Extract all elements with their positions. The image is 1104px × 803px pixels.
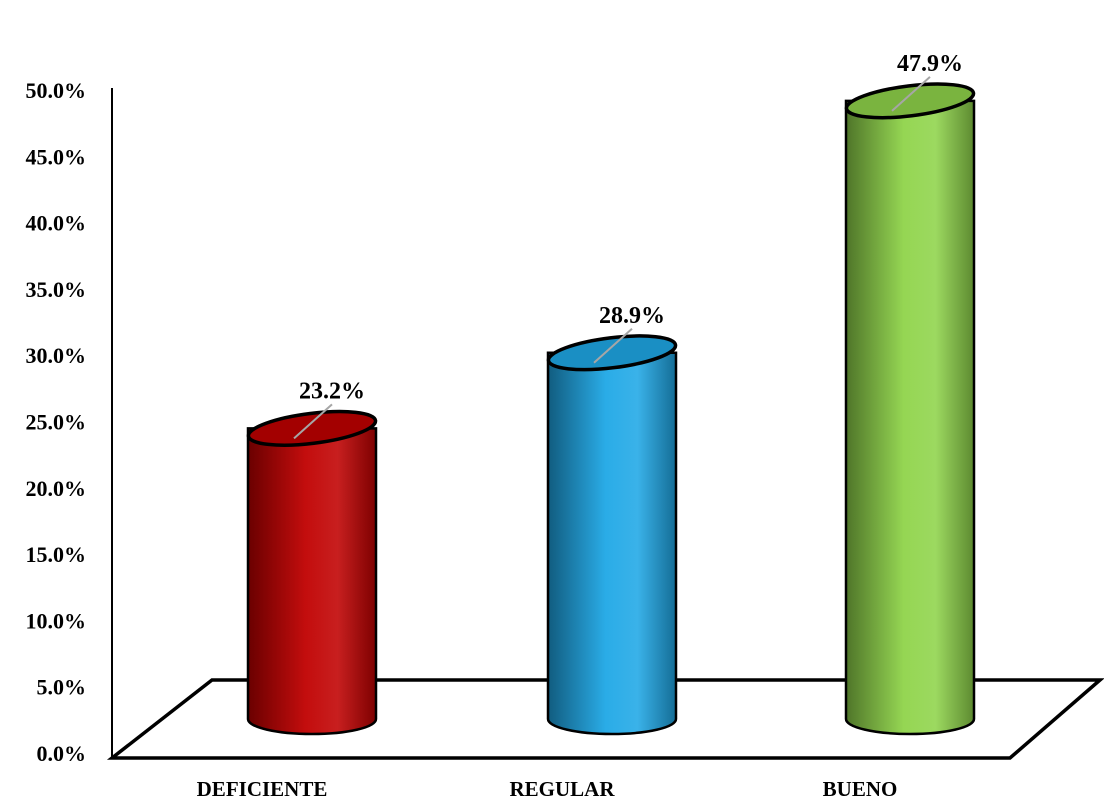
bar-deficiente	[246, 403, 378, 736]
data-label: 47.9%	[897, 51, 963, 77]
y-tick-label: 35.0%	[26, 277, 87, 302]
y-tick-label: 40.0%	[26, 211, 87, 236]
category-labels: DEFICIENTE REGULAR BUENO	[197, 777, 898, 801]
y-tick-label: 30.0%	[26, 343, 87, 368]
y-tick-label: 25.0%	[26, 410, 87, 435]
y-tick-label: 45.0%	[26, 144, 87, 169]
data-label-leader	[293, 403, 333, 440]
bar-regular	[546, 328, 678, 736]
y-tick-label: 10.0%	[26, 608, 87, 633]
bar-body	[246, 427, 378, 736]
bar-bueno	[844, 76, 976, 736]
bar-top-cap	[246, 409, 378, 447]
category-label: DEFICIENTE	[197, 777, 328, 801]
category-label: REGULAR	[509, 777, 615, 801]
data-label: 28.9%	[599, 303, 665, 329]
data-label-leader	[891, 76, 931, 112]
data-label: 23.2%	[299, 378, 365, 404]
y-tick-label: 50.0%	[26, 78, 87, 103]
bars	[246, 76, 976, 736]
bar-top-cap	[844, 82, 976, 120]
bar-body	[546, 351, 678, 736]
y-tick-label: 5.0%	[37, 675, 87, 700]
y-tick-label: 20.0%	[26, 476, 87, 501]
bar-body	[844, 99, 976, 736]
y-axis-ticks: 0.0% 5.0% 10.0% 15.0% 20.0% 25.0% 30.0% 35.0% 40…	[26, 78, 87, 766]
y-tick-label: 15.0%	[26, 542, 87, 567]
category-label: BUENO	[823, 777, 898, 801]
bar-top-cap	[546, 334, 678, 372]
y-tick-label: 0.0%	[37, 741, 87, 766]
data-label-leader	[593, 328, 633, 364]
data-labels: 23.2% 28.9% 47.9%	[299, 51, 963, 405]
